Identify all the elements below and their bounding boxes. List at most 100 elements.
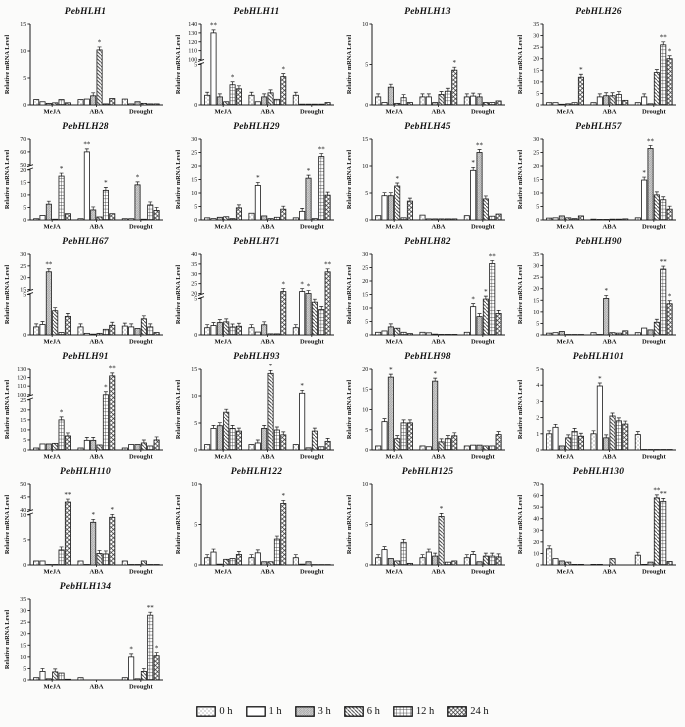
x-group-label-MeJA: MeJA (44, 339, 61, 346)
panel-title: PebHLH11 (233, 7, 280, 17)
legend-item-24h: 24 h (447, 706, 489, 717)
y-tick-label: 40 (20, 508, 26, 514)
x-group-label-MeJA: MeJA (386, 454, 403, 461)
bar-6 h (223, 321, 230, 336)
bars-ABA (590, 382, 629, 451)
bar-0 h (121, 98, 128, 106)
bar-3 h (261, 215, 268, 221)
bar-6 h (267, 92, 274, 106)
x-group-label-Drought: Drought (300, 569, 324, 576)
bar-12 h (318, 103, 325, 106)
y-tick-label: 10 (533, 80, 539, 86)
x-group-label-ABA: ABA (90, 569, 104, 576)
error-bar (154, 436, 159, 440)
y-axis-label: Relative mRNA Level (517, 495, 524, 554)
bars-MeJA (375, 538, 413, 566)
bar-6 h (96, 49, 103, 106)
error-bar (407, 197, 412, 202)
bar-6 h (609, 218, 616, 221)
x-group-label-MeJA: MeJA (215, 109, 232, 116)
bar-6 h (52, 671, 59, 681)
error-bar (376, 93, 381, 97)
bar-0 h (204, 327, 211, 336)
bar-1 h (552, 558, 559, 566)
y-tick-label: 0 (194, 563, 197, 569)
x-group-label-ABA: ABA (603, 109, 617, 116)
bar-24 h (577, 215, 584, 221)
bar-3 h (90, 95, 97, 106)
axis-break-icon (26, 288, 34, 296)
bar-1 h (299, 291, 306, 336)
bar-3 h (45, 678, 52, 681)
panel-title: PebHLH1 (64, 7, 107, 17)
error-bar (439, 91, 444, 95)
panel-title: PebHLH71 (233, 237, 280, 247)
chart-canvas: 0 10 20 30 40 50 60 70 Relative mRNA Level MeJA AB… (517, 482, 676, 576)
significance-mark: * (282, 280, 286, 288)
y-axis-label: Relative mRNA Level (517, 150, 524, 209)
y-tick-label: 40 (191, 252, 197, 258)
x-group-label-ABA: ABA (432, 454, 446, 461)
y-tick-label: 0 (365, 448, 368, 454)
legend-item-12h: 12 h (393, 706, 434, 717)
bar-0 h (33, 677, 40, 681)
significance-mark: * (433, 370, 437, 378)
bar-12 h (400, 541, 407, 566)
bars-ABA (419, 214, 458, 221)
bar-3 h (476, 152, 483, 221)
bar-24 h (280, 503, 287, 566)
bar-1 h (596, 219, 603, 221)
bar-12 h (444, 438, 451, 451)
bar-0 h (463, 445, 470, 451)
error-bar (110, 513, 115, 518)
bars-ABA (248, 288, 287, 336)
bar-6 h (311, 430, 318, 451)
dots-swatch-icon (196, 705, 217, 717)
error-bar (635, 551, 640, 556)
significance-mark: * (484, 288, 488, 296)
error-bar (376, 554, 381, 558)
error-bar (217, 422, 222, 426)
error-bar (211, 548, 216, 553)
panel-title: PebHLH28 (62, 122, 109, 132)
bar-24 h (622, 99, 629, 106)
y-tick-label: 15 (362, 293, 368, 299)
error-bar (129, 323, 134, 327)
error-bar (262, 321, 267, 325)
bar-6 h (140, 671, 147, 681)
y-tick-label: 5 (194, 205, 197, 211)
bar-1 h (83, 332, 90, 336)
error-bar (154, 207, 159, 211)
bar-1 h (596, 564, 603, 566)
panel-PebHLH29: PebHLH29 0 5 10 15 20 25 30 Relative mRNA Level M… (171, 121, 342, 236)
bar-0 h (204, 557, 211, 566)
error-bar (255, 439, 260, 443)
bar-1 h (83, 439, 90, 451)
y-tick-label: 25 (20, 398, 26, 404)
bar-0 h (375, 557, 382, 566)
bar-3 h (558, 215, 565, 221)
error-bar (433, 377, 438, 382)
y-tick-label: 10 (362, 164, 368, 170)
bar-1 h (39, 215, 46, 221)
bar-12 h (444, 334, 451, 336)
significance-mark: * (307, 167, 311, 175)
bar-24 h (324, 440, 331, 451)
y-tick-label: 20 (20, 168, 26, 174)
error-bar (122, 322, 127, 327)
x-group-label-Drought: Drought (471, 339, 495, 346)
error-bar (654, 494, 659, 498)
bar-12 h (58, 549, 65, 566)
bar-24 h (235, 554, 242, 566)
axis-break-icon (26, 164, 34, 171)
error-bar (236, 551, 241, 555)
bar-0 h (77, 447, 84, 451)
x-group-label-ABA: ABA (90, 224, 104, 231)
y-tick-label: 5 (536, 321, 539, 327)
error-bar (312, 298, 317, 303)
bar-0 h (634, 217, 641, 221)
error-bar (230, 81, 235, 85)
significance-mark: * (282, 492, 286, 500)
